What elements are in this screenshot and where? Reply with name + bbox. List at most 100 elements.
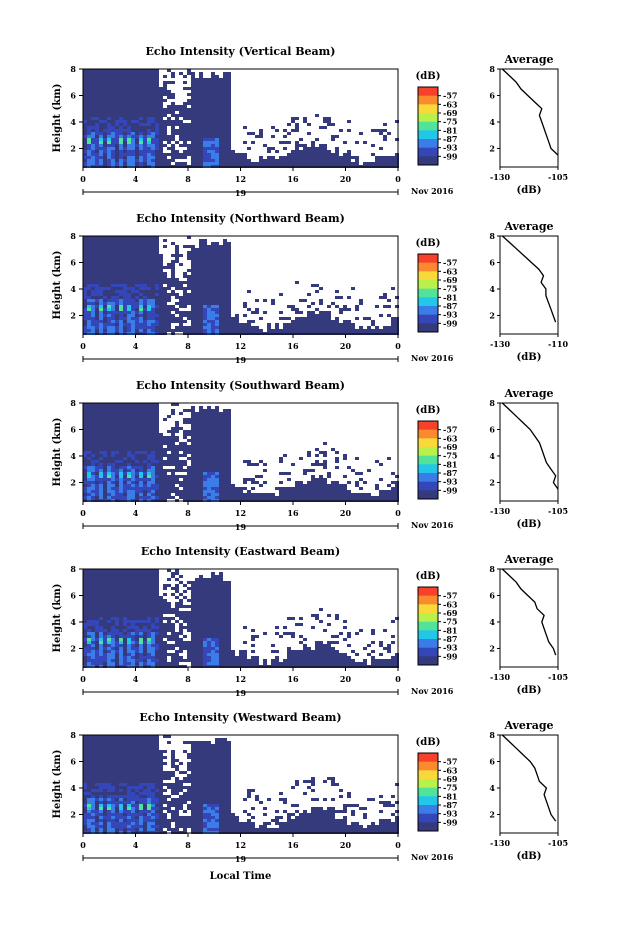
heatmap-cell [171, 284, 175, 287]
heatmap-cell [191, 406, 195, 409]
heatmap-cell [207, 296, 211, 299]
heatmap-cell [223, 251, 227, 254]
heatmap-cell [387, 305, 391, 308]
heatmap-cell [107, 415, 111, 418]
heatmap-cell [203, 460, 207, 463]
heatmap-cell [143, 93, 147, 96]
heatmap-cell [95, 430, 99, 433]
heatmap-cell [159, 451, 163, 454]
heatmap-cell [227, 290, 231, 293]
heatmap-cell [123, 415, 127, 418]
heatmap-cell [147, 108, 151, 111]
heatmap-cell [155, 314, 159, 317]
heatmap-cell [155, 132, 159, 135]
heatmap-cell [135, 236, 139, 239]
heatmap-cell [147, 84, 151, 87]
heatmap-cell [123, 132, 127, 135]
heatmap-cell [215, 293, 219, 296]
heatmap-cell [95, 284, 99, 287]
heatmap-cell [143, 311, 147, 314]
heatmap-cell [187, 257, 191, 260]
heatmap-cell [239, 490, 243, 493]
heatmap-cell [83, 457, 87, 460]
heatmap-cell [183, 475, 187, 478]
heatmap-cell [323, 117, 327, 120]
heatmap-cell [143, 584, 147, 587]
heatmap-cell [155, 578, 159, 581]
heatmap-cell [127, 593, 131, 596]
heatmap-cell [215, 93, 219, 96]
heatmap-cell [195, 251, 199, 254]
heatmap-cell [107, 296, 111, 299]
heatmap-cell [195, 293, 199, 296]
heatmap-cell [151, 424, 155, 427]
heatmap-cell [159, 620, 163, 623]
heatmap-cell [223, 108, 227, 111]
heatmap-cell [191, 254, 195, 257]
heatmap-cell [119, 487, 123, 490]
heatmap-cell [103, 299, 107, 302]
heatmap-cell [119, 72, 123, 75]
heatmap-cell [107, 153, 111, 156]
heatmap-cell [307, 469, 311, 472]
heatmap-cell [119, 412, 123, 415]
heatmap-cell [87, 644, 91, 647]
heatmap-cell [87, 451, 91, 454]
heatmap-cell [243, 162, 247, 165]
heatmap-cell [199, 490, 203, 493]
heatmap-cell [151, 584, 155, 587]
heatmap-cell [195, 135, 199, 138]
colorbar-segment [418, 87, 438, 97]
heatmap-cell [135, 662, 139, 665]
heatmap-cell [131, 448, 135, 451]
heatmap-cell [111, 302, 115, 305]
heatmap-cell [211, 75, 215, 78]
heatmap-cell [179, 153, 183, 156]
heatmap-cell [91, 406, 95, 409]
heatmap-cell [207, 251, 211, 254]
heatmap-cell [131, 415, 135, 418]
heatmap-cell [155, 120, 159, 123]
heatmap-cell [147, 475, 151, 478]
heatmap-cell [259, 156, 263, 159]
heatmap-cell [95, 320, 99, 323]
heatmap-cell [167, 69, 171, 72]
heatmap-cell [171, 487, 175, 490]
heatmap-cell [111, 147, 115, 150]
heatmap-cell [123, 584, 127, 587]
heatmap-cell [95, 305, 99, 308]
heatmap-cell [147, 403, 151, 406]
heatmap-cell [219, 284, 223, 287]
heatmap-cell [179, 156, 183, 159]
heatmap-cell [187, 236, 191, 239]
heatmap-cell [151, 129, 155, 132]
heatmap-cell [139, 466, 143, 469]
heatmap-cell [295, 329, 299, 332]
heatmap-cell [227, 475, 231, 478]
heatmap-cell [123, 305, 127, 308]
heatmap-cell [219, 314, 223, 317]
heatmap-cell [159, 611, 163, 614]
heatmap-cell [119, 424, 123, 427]
heatmap-cell [119, 653, 123, 656]
heatmap-cell [155, 239, 159, 242]
heatmap-cell [107, 272, 111, 275]
heatmap-cell [183, 281, 187, 284]
heatmap-cell [267, 326, 271, 329]
heatmap-cell [131, 329, 135, 332]
heatmap-cell [307, 323, 311, 326]
heatmap-cell [279, 159, 283, 162]
heatmap-cell [207, 493, 211, 496]
heatmap-cell [83, 236, 87, 239]
heatmap-cell [99, 493, 103, 496]
heatmap-cell [99, 132, 103, 135]
heatmap-cell [343, 159, 347, 162]
heatmap-cell [219, 320, 223, 323]
heatmap-cell [275, 162, 279, 165]
heatmap-cell [103, 403, 107, 406]
heatmap-cell [123, 472, 127, 475]
heatmap-cell [247, 493, 251, 496]
heatmap-cell [87, 123, 91, 126]
heatmap-cell [203, 490, 207, 493]
colorbar-segment [418, 147, 438, 157]
